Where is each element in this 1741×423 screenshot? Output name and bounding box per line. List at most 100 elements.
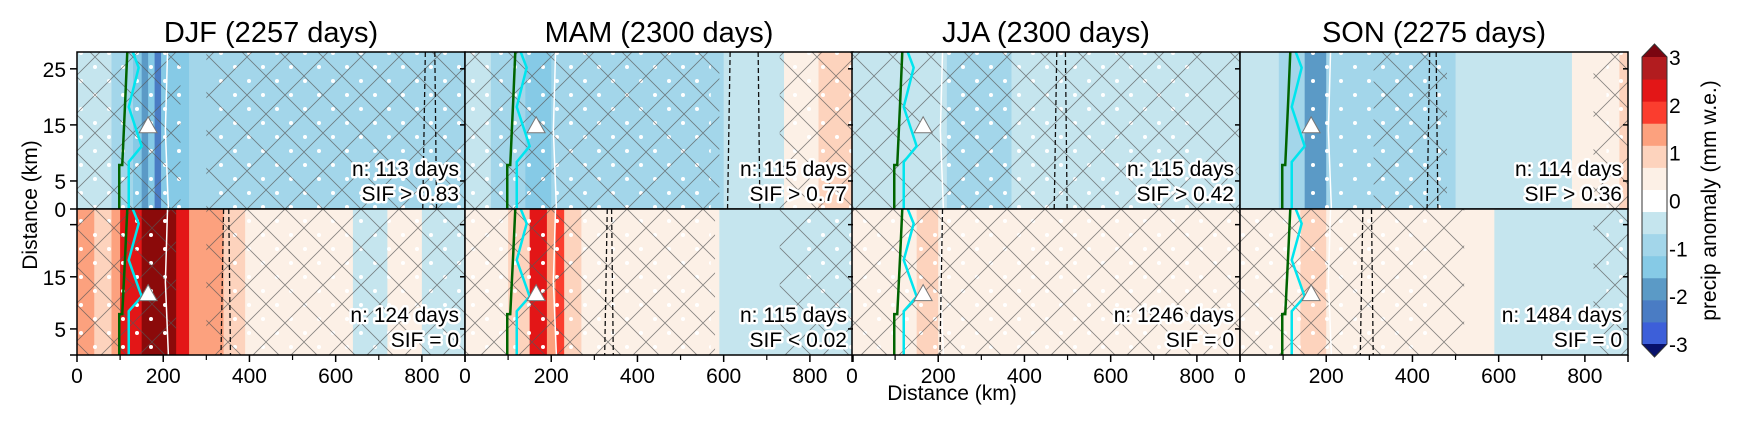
panel-title: SON (2275 days) [1322, 17, 1546, 49]
dashed-boundary-line [757, 52, 761, 209]
panel-title: JJA (2300 days) [942, 17, 1150, 49]
station-triangle-marker [138, 115, 158, 134]
x-tick-label: 600 [318, 365, 353, 388]
hatch-region [1240, 209, 1465, 355]
sample-count-label: n: 124 days [350, 304, 459, 327]
colorbar-segment [1642, 321, 1667, 345]
dashed-boundary-line [1053, 52, 1058, 209]
x-tick-label: 800 [404, 365, 439, 388]
colorbar-segment [1642, 233, 1667, 257]
y-tick-label: 15 [43, 267, 66, 290]
anomaly-band [723, 52, 785, 209]
colorbar-segment [1642, 57, 1667, 80]
anomaly-band [176, 209, 190, 355]
terrain-line-green [892, 52, 904, 209]
colorbar-tick-label: 1 [1669, 143, 1681, 166]
colorbar-segment [1642, 299, 1667, 323]
dashed-boundary-line [422, 52, 426, 209]
x-tick-label: 400 [232, 365, 267, 388]
colorbar-tick-label: 0 [1669, 191, 1681, 214]
terrain-line-cyan [127, 209, 144, 355]
sample-count-label: n: 113 days [352, 158, 459, 181]
contour-line-white [164, 52, 170, 209]
hatch-region [852, 209, 1240, 355]
station-triangle-marker [526, 115, 546, 134]
terrain-line-green [892, 209, 904, 355]
x-tick-label: 600 [706, 365, 741, 388]
station-triangle-marker [913, 115, 933, 134]
dashed-boundary-line [726, 52, 731, 209]
colorbar-extend-max [1642, 44, 1667, 57]
sample-count-label: n: 115 days [1127, 158, 1234, 181]
terrain-line-cyan [127, 52, 144, 209]
panel-title: DJF (2257 days) [164, 17, 378, 49]
colorbar-segment [1642, 255, 1667, 279]
dashed-boundary-line [604, 209, 608, 355]
y-tick-label: 15 [43, 115, 66, 138]
dashed-boundary-line [939, 209, 944, 355]
colorbar-segment [1642, 101, 1667, 124]
colorbar-tick-label: 3 [1669, 47, 1681, 70]
x-axis-label: Distance (km) [887, 382, 1017, 405]
x-tick-label: 600 [1481, 365, 1516, 388]
hatch-region [206, 52, 465, 209]
colorbar-tick-label: -2 [1669, 286, 1688, 309]
terrain-line-green [117, 209, 129, 355]
terrain-line-cyan [515, 52, 532, 209]
anomaly-band [1240, 52, 1280, 209]
colorbar-segment [1642, 123, 1667, 146]
colorbar-tick-label: 2 [1669, 95, 1681, 118]
sif-threshold-label: SIF > 0.42 [1137, 183, 1234, 206]
sample-count-label: n: 1484 days [1502, 304, 1622, 327]
x-tick-label: 400 [620, 365, 655, 388]
hatch-region [465, 209, 716, 355]
colorbar-segment [1642, 79, 1667, 102]
x-tick-label: 200 [534, 365, 569, 388]
terrain-line-green [1280, 52, 1292, 209]
sif-threshold-label: SIF = 0 [1166, 329, 1234, 352]
terrain-line-green [1280, 209, 1292, 355]
dashed-boundary-line [1064, 52, 1068, 209]
station-triangle-marker [1301, 283, 1321, 302]
terrain-line-cyan [902, 52, 919, 209]
hatch-region [206, 209, 465, 355]
dashed-boundary-line [220, 209, 225, 355]
sample-count-label: n: 1246 days [1114, 304, 1234, 327]
y-tick-label: 5 [54, 319, 66, 342]
x-tick-label: 800 [1567, 365, 1602, 388]
hatch-region [779, 52, 853, 209]
dashed-boundary-line [610, 209, 614, 355]
station-triangle-marker [1301, 115, 1321, 134]
x-tick-label: 400 [1007, 365, 1042, 388]
x-tick-label: 800 [792, 365, 827, 388]
sample-count-label: n: 114 days [1515, 158, 1622, 181]
dashed-boundary-line [1370, 209, 1374, 355]
terrain-line-green [505, 209, 517, 355]
contour-line-white [1327, 209, 1333, 355]
sif-threshold-label: SIF > 0.36 [1525, 183, 1622, 206]
sif-threshold-label: SIF = 0 [391, 329, 459, 352]
colorbar-tick-label: -3 [1669, 334, 1688, 357]
terrain-line-cyan [515, 209, 532, 355]
dashed-boundary-line [228, 209, 232, 355]
colorbar-extend-min [1642, 344, 1667, 357]
dashed-boundary-line [434, 52, 438, 209]
colorbar-segment [1642, 211, 1667, 235]
contour-line-white [552, 209, 558, 355]
hatch-region [779, 209, 853, 355]
terrain-line-green [505, 52, 517, 209]
station-triangle-marker [526, 283, 546, 302]
x-tick-label: 0 [459, 365, 471, 388]
